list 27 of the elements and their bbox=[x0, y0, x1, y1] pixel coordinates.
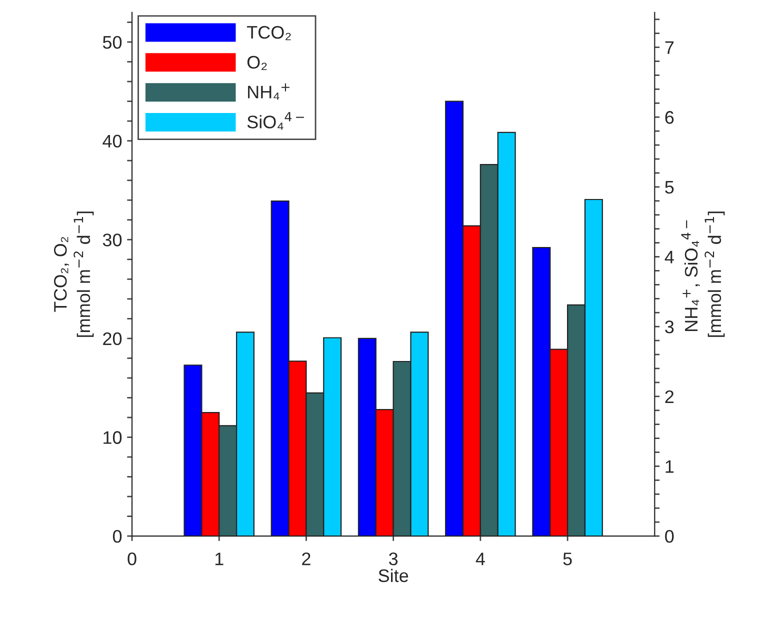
y2-tick-label: 3 bbox=[665, 320, 674, 334]
y-tick-label: 20 bbox=[103, 332, 122, 346]
x-tick-label: 5 bbox=[563, 552, 572, 566]
y2-tick-label: 1 bbox=[666, 460, 674, 473]
x-tick-label: 3 bbox=[389, 552, 398, 566]
y-tick-label: 40 bbox=[102, 134, 122, 148]
y-tick-label: 10 bbox=[104, 431, 122, 444]
legend-label: TCO₂ bbox=[246, 26, 291, 40]
y-tick-label: 0 bbox=[112, 530, 122, 543]
legend-label: SiO₄$^{4−}$ bbox=[247, 112, 304, 130]
y2-tick-label: 6 bbox=[665, 111, 674, 124]
legend-label: O₂ bbox=[247, 56, 267, 70]
y2-tick-label: 7 bbox=[665, 41, 674, 54]
x-tick-label: 1 bbox=[215, 552, 224, 566]
y2-tick-label: 4 bbox=[664, 250, 674, 264]
y2-tick-label: 2 bbox=[665, 390, 674, 403]
x-tick-label: 0 bbox=[128, 552, 136, 566]
legend-label: NH₄$^{+}$ bbox=[248, 83, 290, 100]
y-tick-label: 30 bbox=[102, 234, 122, 246]
y2-tick-label: 5 bbox=[665, 181, 674, 194]
y2-tick-label: 0 bbox=[665, 530, 674, 543]
text: NH₄$^{+}$, SiO₄$^{4−}$ [mmol m$^{−2}$ d$^{−1}$] bbox=[681, 212, 725, 337]
y-axis-title: TCO₂, O₂ [mmol m$^{−2}$ d$^{−1}$] bbox=[54, 212, 94, 337]
y-tick-label: 50 bbox=[102, 36, 122, 49]
x-tick-label: 2 bbox=[302, 552, 310, 566]
x-tick-label: 4 bbox=[476, 552, 485, 566]
x-axis-title: Site bbox=[378, 568, 408, 582]
